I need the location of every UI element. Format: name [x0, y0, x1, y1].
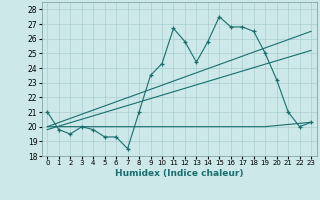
X-axis label: Humidex (Indice chaleur): Humidex (Indice chaleur): [115, 169, 244, 178]
